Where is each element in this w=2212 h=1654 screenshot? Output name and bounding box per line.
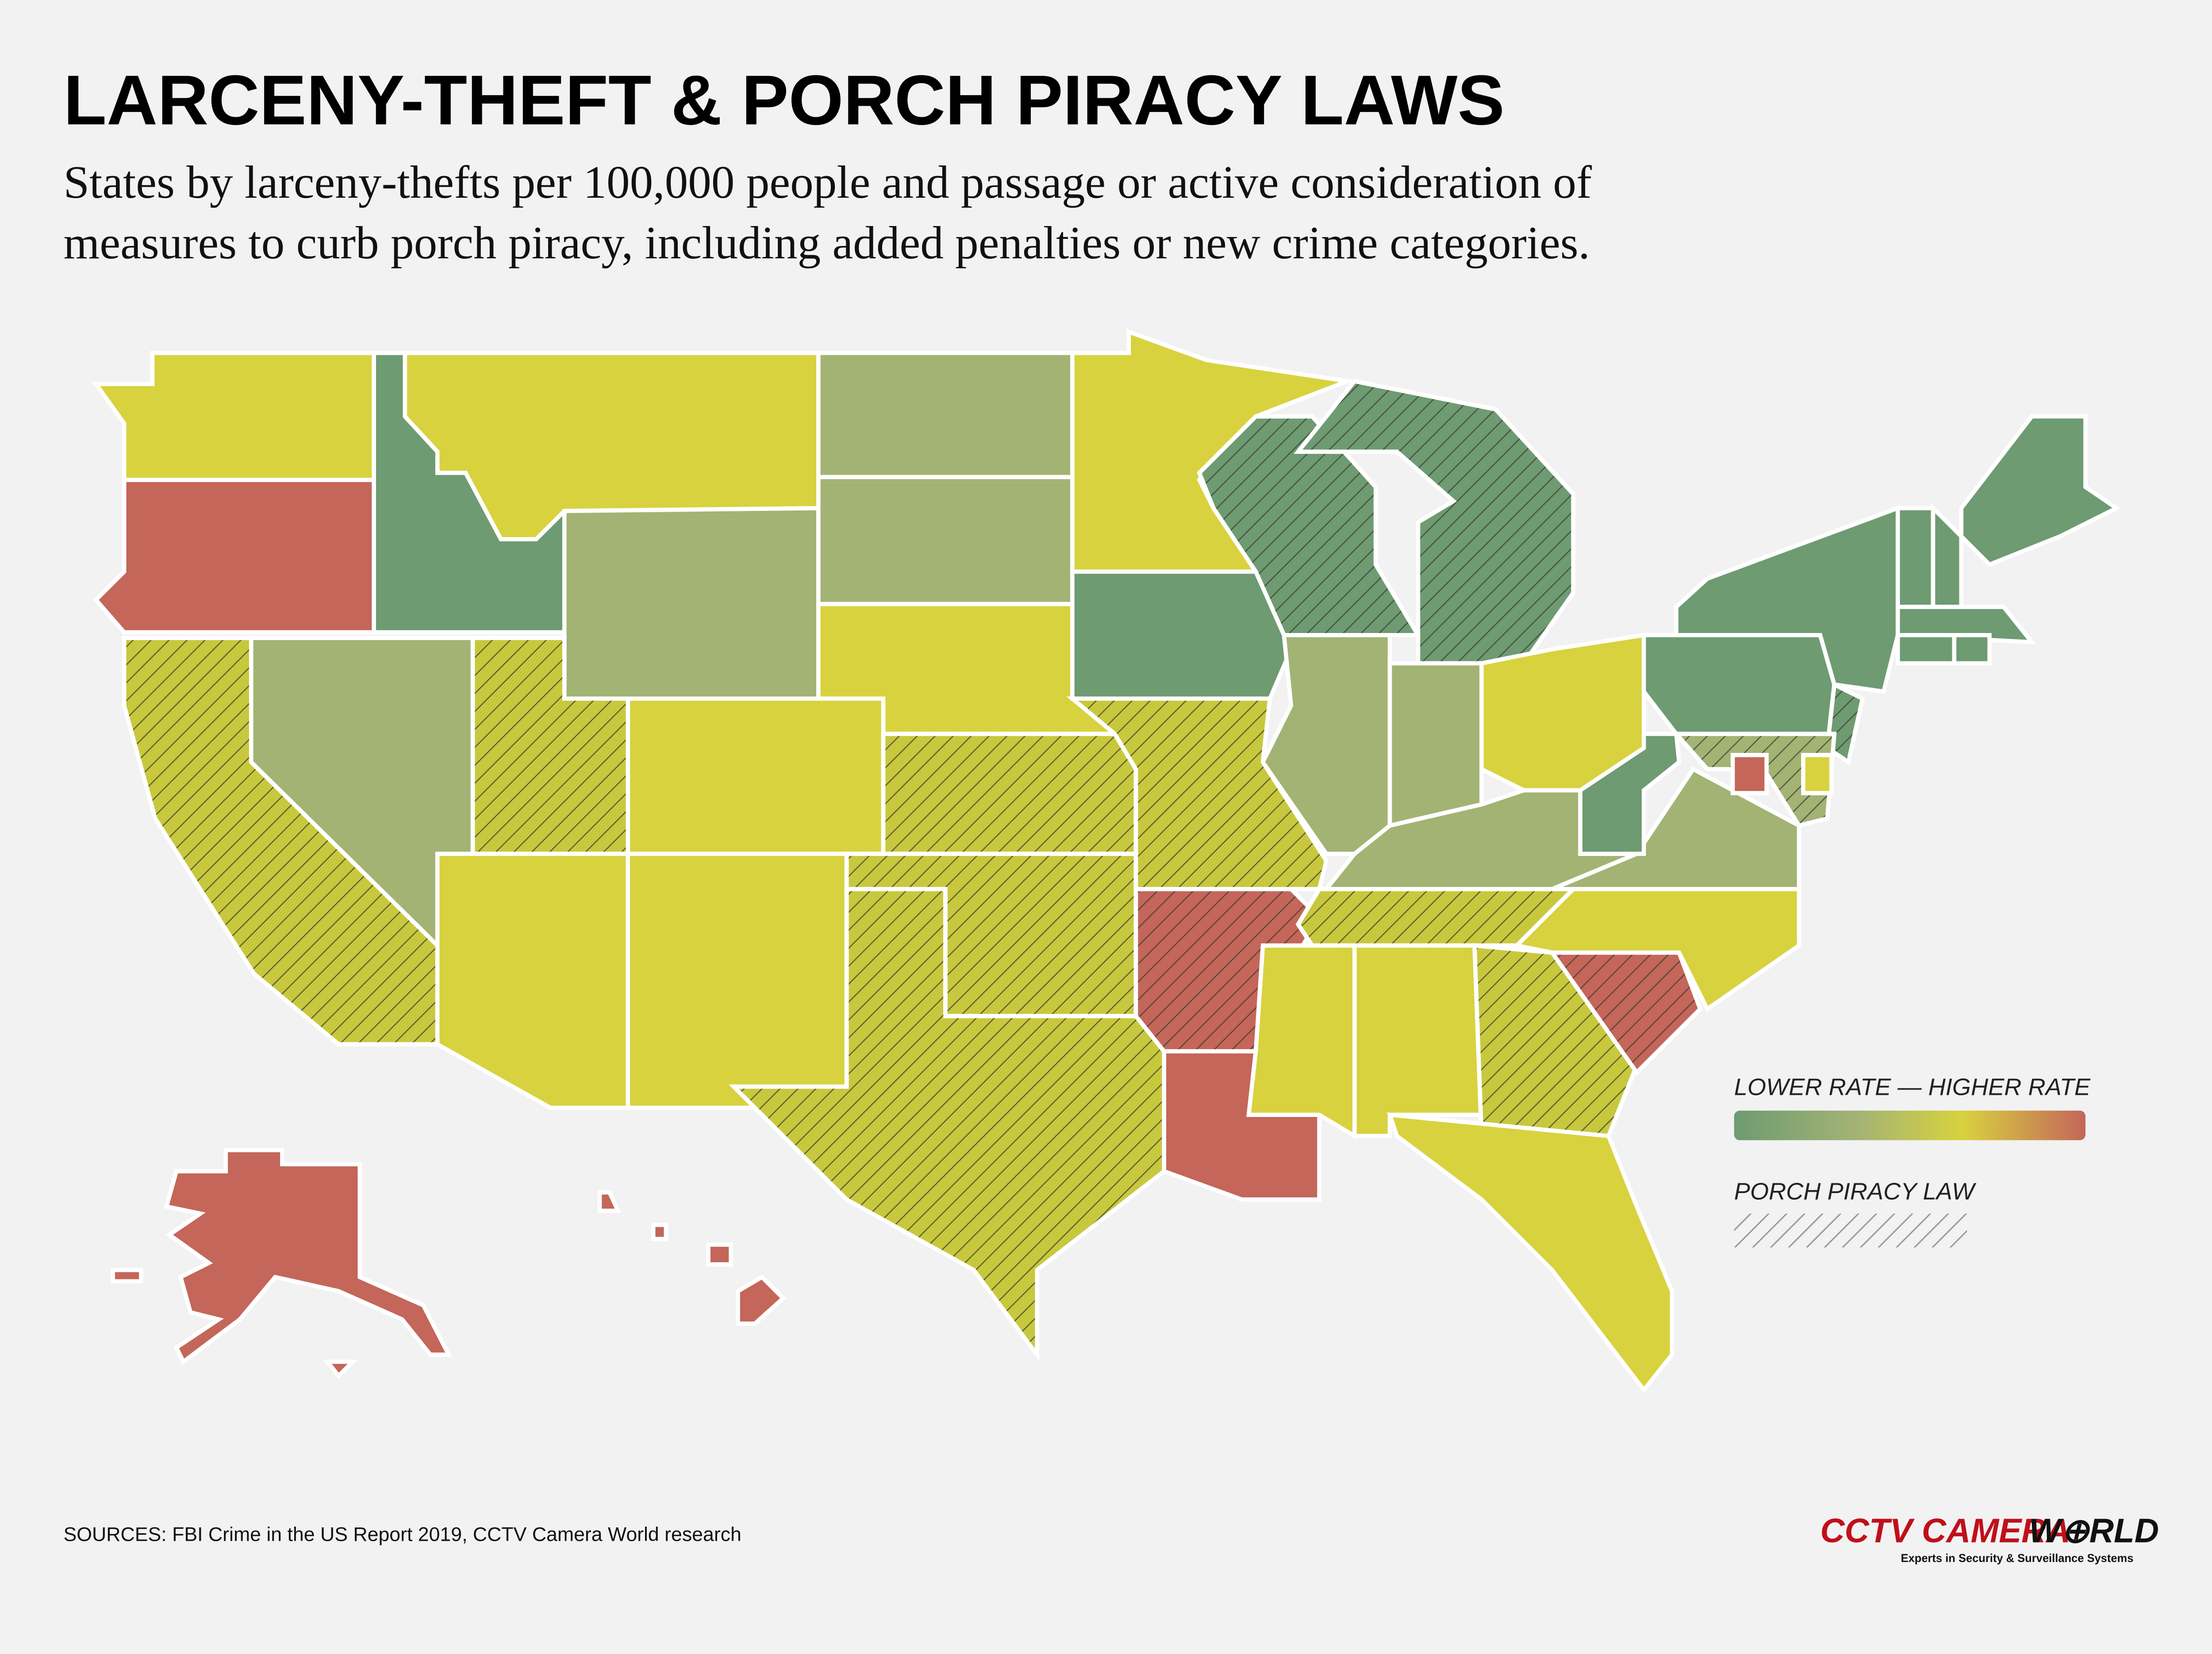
legend-scale-label: LOWER RATE — HIGHER RATE xyxy=(1734,1074,2091,1100)
state xyxy=(597,1190,622,1213)
state xyxy=(1578,732,1682,856)
state xyxy=(651,1223,668,1241)
state xyxy=(1730,753,1769,795)
state xyxy=(323,1359,358,1379)
legend-hatch xyxy=(1734,1213,1967,1247)
title: LARCENY-THEFT & PORCH PIRACY LAWS xyxy=(64,61,1505,139)
state xyxy=(626,696,886,856)
porch-law-hatch xyxy=(1197,414,1422,637)
state xyxy=(1952,633,1992,666)
state xyxy=(93,478,376,635)
sources: SOURCES: FBI Crime in the US Report 2019… xyxy=(64,1524,741,1545)
logo-suffix: W⊕RLD xyxy=(2029,1512,2159,1550)
state xyxy=(1895,506,1936,609)
porch-law-hatch xyxy=(1825,681,1865,766)
state xyxy=(1959,414,2121,567)
porch-law-hatch xyxy=(122,636,440,1047)
porch-law-hatch xyxy=(1671,732,1837,828)
state xyxy=(626,852,849,1110)
state xyxy=(164,1148,453,1365)
state xyxy=(111,1268,143,1284)
state xyxy=(1551,766,1801,891)
state xyxy=(816,475,1075,606)
state xyxy=(706,1242,733,1267)
state xyxy=(1801,753,1834,795)
state xyxy=(1070,569,1294,701)
state xyxy=(1386,1112,1674,1393)
porch-law-hatch xyxy=(881,732,1138,856)
subtitle-line: States by larceny-thefts per 100,000 peo… xyxy=(64,156,1592,208)
state xyxy=(1387,661,1484,829)
legend-law-label: PORCH PIRACY LAW xyxy=(1734,1178,1977,1205)
state xyxy=(1352,943,1491,1138)
state xyxy=(1246,943,1357,1140)
state xyxy=(736,1274,787,1326)
state xyxy=(1641,633,1837,736)
legend-gradient xyxy=(1734,1110,2085,1140)
logo-brand: CCTV CAMERA xyxy=(1820,1512,2070,1550)
state xyxy=(1674,505,1900,694)
state xyxy=(1895,633,1957,666)
logo-tagline: Experts in Security & Surveillance Syste… xyxy=(1901,1552,2134,1565)
state xyxy=(435,852,630,1110)
state xyxy=(562,506,821,701)
subtitle-line: measures to curb porch piracy, including… xyxy=(64,217,1590,269)
state xyxy=(816,351,1075,480)
us-map xyxy=(92,329,2121,1393)
